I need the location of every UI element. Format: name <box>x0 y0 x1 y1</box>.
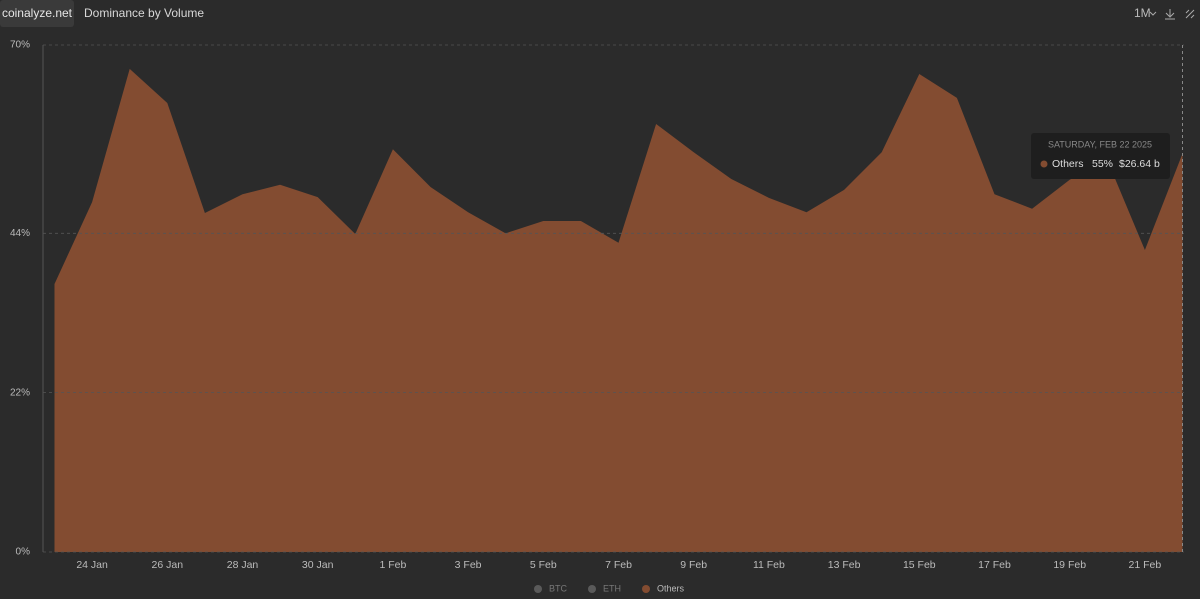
y-tick-label: 44% <box>10 228 30 239</box>
legend-marker[interactable] <box>534 585 542 593</box>
tooltip-date: SATURDAY, FEB 22 2025 <box>1048 139 1152 149</box>
x-tick-label: 15 Feb <box>903 559 936 571</box>
x-tick-label: 17 Feb <box>978 559 1011 571</box>
tooltip-volume: $26.64 b <box>1119 158 1160 170</box>
range-caret[interactable] <box>1149 11 1157 16</box>
x-tick-label: 13 Feb <box>828 559 861 571</box>
x-tick-label: 11 Feb <box>753 559 785 571</box>
chart-title: Dominance by Volume <box>84 6 204 20</box>
legend-label[interactable]: BTC <box>549 583 568 593</box>
x-tick-label: 9 Feb <box>680 559 707 571</box>
legend-label[interactable]: ETH <box>603 583 621 593</box>
tooltip-value: 55% <box>1092 158 1113 170</box>
x-tick-label: 7 Feb <box>605 559 632 571</box>
x-tick-label: 24 Jan <box>76 559 108 571</box>
y-tick-label: 0% <box>16 547 31 558</box>
x-tick-label: 5 Feb <box>530 559 557 571</box>
legend-marker[interactable] <box>642 585 650 593</box>
tooltip-series: Others <box>1052 158 1084 170</box>
y-tick-label: 22% <box>10 387 30 398</box>
brand-box[interactable] <box>0 0 74 27</box>
brand[interactable]: coinalyze.net <box>2 6 73 20</box>
tooltip-box <box>1031 133 1170 179</box>
tooltip-marker <box>1040 160 1048 168</box>
x-tick-label: 1 Feb <box>379 559 406 571</box>
range-select[interactable]: 1M <box>1134 6 1151 20</box>
y-tick-label: 70% <box>10 40 30 51</box>
x-tick-label: 21 Feb <box>1129 559 1162 571</box>
area <box>54 68 1183 552</box>
download-icon[interactable] <box>1165 9 1175 20</box>
x-tick-label: 3 Feb <box>455 559 482 571</box>
x-tick-label: 19 Feb <box>1053 559 1086 571</box>
expand-icon[interactable] <box>1185 9 1195 19</box>
x-tick-label: 26 Jan <box>152 559 184 571</box>
legend-label[interactable]: Others <box>657 583 685 593</box>
legend-marker[interactable] <box>588 585 596 593</box>
x-tick-label: 28 Jan <box>227 559 259 571</box>
x-tick-label: 30 Jan <box>302 559 334 571</box>
